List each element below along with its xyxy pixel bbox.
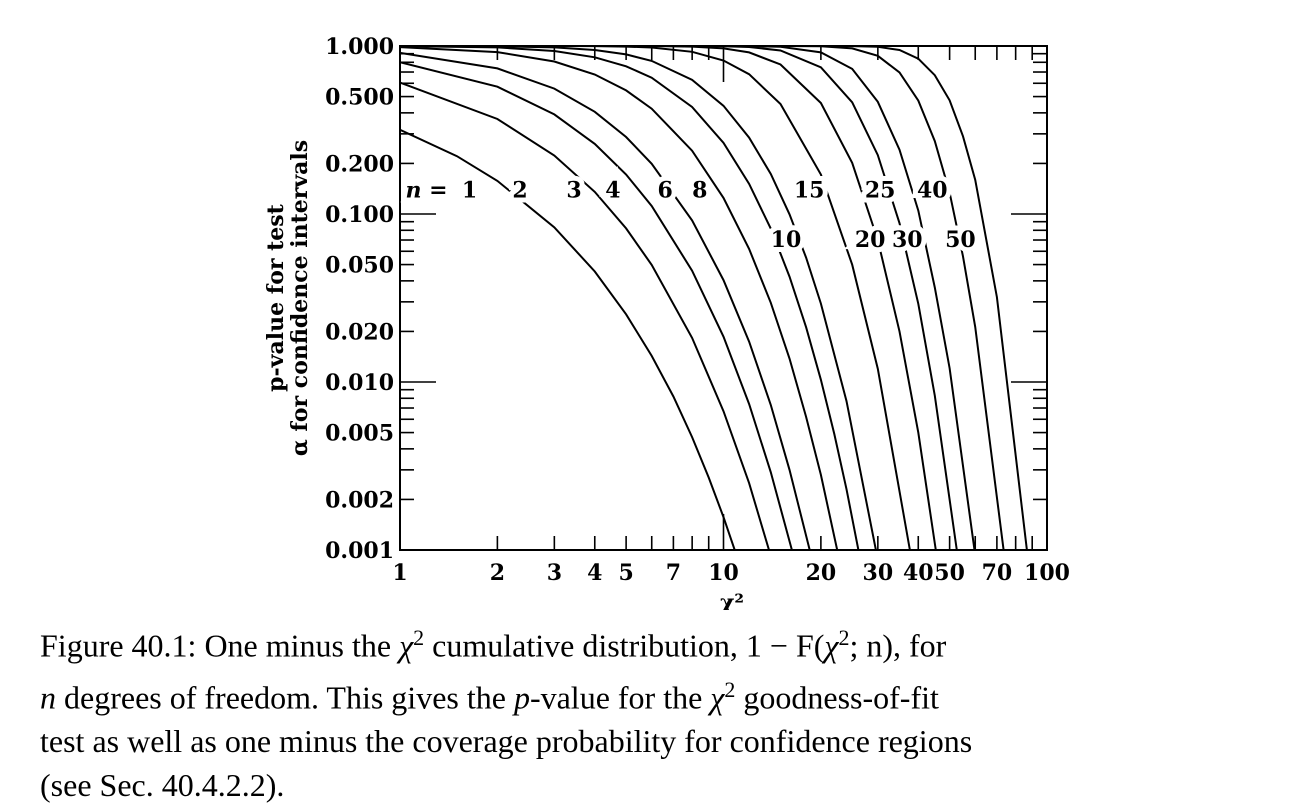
y-tick-label: 0.200	[325, 151, 394, 177]
y-axis-label-line1: p-value for test	[263, 203, 289, 391]
curve-n-20	[626, 46, 937, 550]
x-tick-label: 7	[666, 560, 681, 586]
curve-label-n-3: 3	[566, 177, 581, 203]
caption-line-1: Figure 40.1: One minus the χ2 cumulative…	[40, 616, 1290, 668]
curve-n-4	[400, 51, 811, 550]
x-tick-label: 30	[863, 560, 894, 586]
caption-text: Figure 40.1: One minus the	[40, 627, 400, 664]
curve-n-50	[820, 46, 1028, 550]
x-tick-label: 2	[490, 560, 505, 586]
curve-label-n-30: 30	[892, 227, 923, 253]
caption-text: -value for the	[529, 679, 711, 716]
y-tick-label: 0.002	[325, 487, 394, 513]
y-tick-label: 0.500	[325, 85, 394, 111]
caption-line-2: n degrees of freedom. This gives the p-v…	[40, 668, 1290, 720]
x-tick-label: 70	[982, 560, 1013, 586]
curves	[400, 46, 1028, 550]
axis-ticks	[400, 46, 1047, 550]
y-tick-label: 0.010	[325, 370, 394, 396]
y-tick-label: 0.100	[325, 202, 394, 228]
curve-n-15	[554, 46, 911, 550]
caption-line-3: test as well as one minus the coverage p…	[40, 723, 973, 760]
x-tick-label: 50	[934, 560, 965, 586]
caption-sup: 2	[838, 625, 850, 650]
x-tick-label: 4	[587, 560, 602, 586]
x-tick-label: 100	[1024, 560, 1070, 586]
figure-caption: Figure 40.1: One minus the χ2 cumulative…	[40, 616, 1290, 807]
x-tick-label: 3	[547, 560, 562, 586]
y-tick-label: 0.005	[325, 421, 394, 447]
curve-n-30	[723, 46, 976, 550]
caption-line-4: (see Sec. 40.4.2.2).	[40, 767, 285, 804]
caption-chi: χ	[399, 627, 414, 664]
curve-labels: n = 1 2 3 4 6 8 10 15 20 25 30 40 50	[400, 172, 980, 258]
caption-sup: 2	[413, 625, 425, 650]
curve-n-2	[400, 81, 770, 550]
plot-area	[399, 45, 1048, 551]
curve-label-prefix: n =	[405, 177, 447, 203]
curve-n-8	[400, 46, 860, 550]
caption-text: cumulative distribution, 1 − F(	[424, 627, 825, 664]
curve-label-n-1: 1	[462, 177, 477, 203]
x-tick-label: 40	[903, 560, 934, 586]
caption-p: p	[513, 679, 530, 716]
x-tick-label: 20	[806, 560, 837, 586]
curve-label-n-2: 2	[512, 177, 527, 203]
curve-n-3	[400, 61, 793, 550]
caption-n: n	[40, 679, 56, 716]
curve-label-n-50: 50	[945, 227, 976, 253]
curve-label-n-25: 25	[865, 177, 896, 203]
x-axis-label: χ²	[720, 590, 744, 610]
curve-n-10	[497, 46, 877, 550]
curve-label-n-8: 8	[692, 177, 707, 203]
curve-n-1	[400, 128, 736, 550]
curve-label-n-20: 20	[855, 227, 886, 253]
curve-label-n-6: 6	[657, 177, 672, 203]
caption-sup: 2	[724, 676, 736, 702]
curve-label-n-15: 15	[794, 177, 825, 203]
plot-frame	[399, 45, 1048, 551]
curve-label-n-4: 4	[605, 177, 620, 203]
x-tick-label: 10	[708, 560, 739, 586]
caption-chi: χ	[710, 679, 725, 716]
y-tick-label: 0.020	[325, 319, 394, 345]
y-tick-label: 1.000	[325, 34, 394, 60]
x-tick-label: 5	[618, 560, 633, 586]
curve-label-n-10: 10	[771, 227, 802, 253]
chi-square-chart: 1 2 3 4 5 7 10 20 30 40 50 70 1000.0010.0020.0050.01…	[263, 34, 1070, 610]
curve-n-6	[400, 46, 839, 550]
curve-n-40	[780, 46, 1005, 550]
x-tick-label: 1	[392, 560, 407, 586]
curve-label-n-40: 40	[917, 177, 948, 203]
caption-text: ; n), for	[849, 627, 947, 664]
caption-text: degrees of freedom. This gives the	[56, 679, 514, 716]
y-tick-label: 0.050	[325, 253, 394, 279]
tick-labels: 1 2 3 4 5 7 10 20 30 40 50 70 1000.0010.0020.0050.01…	[325, 34, 1070, 586]
caption-chi: χ	[824, 627, 839, 664]
y-axis-label-line2: α for confidence intervals	[287, 140, 313, 456]
y-tick-label: 0.001	[325, 538, 394, 564]
caption-text: goodness-of-fit	[735, 679, 939, 716]
